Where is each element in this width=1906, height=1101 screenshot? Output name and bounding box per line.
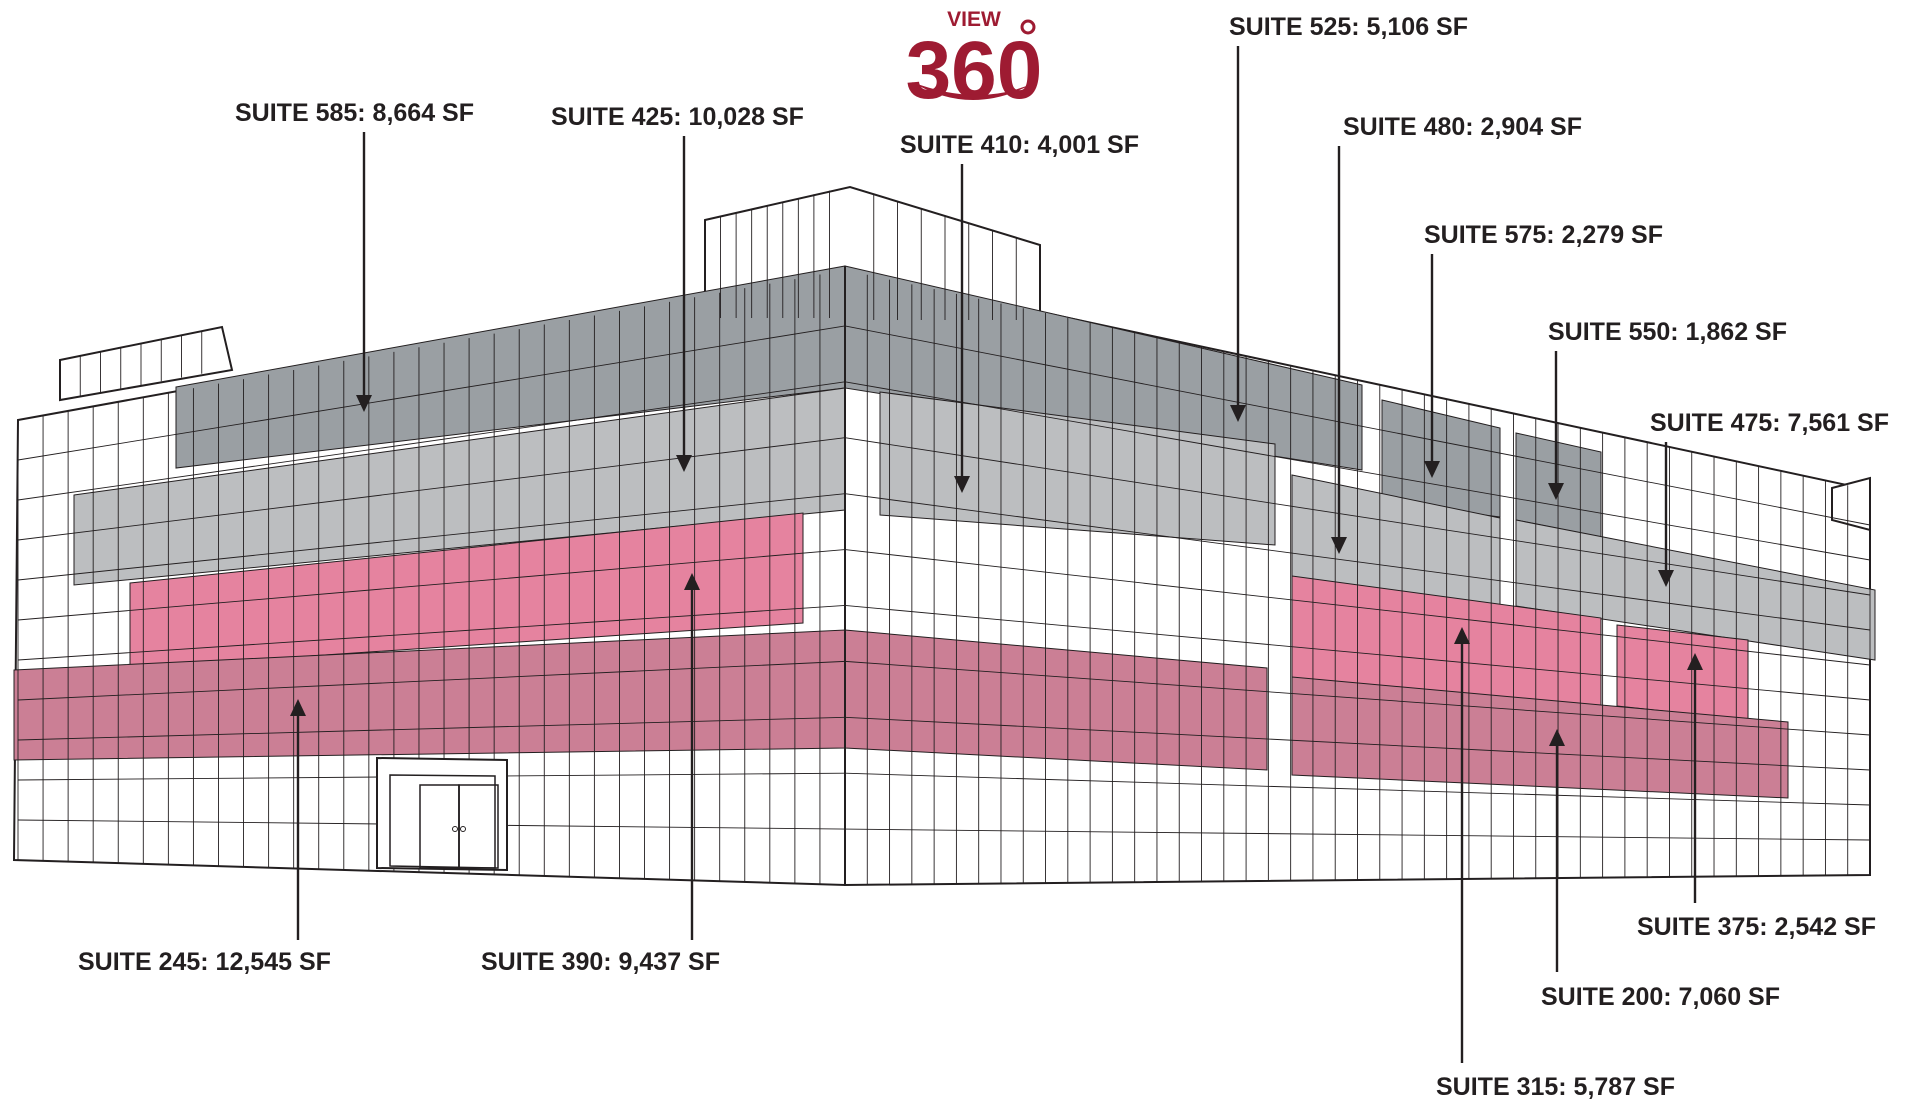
suite-label-390: SUITE 390: 9,437 SF xyxy=(481,948,720,976)
right-parapet xyxy=(1831,476,1871,532)
suite-label-575: SUITE 575: 2,279 SF xyxy=(1424,221,1663,249)
door-handle-right xyxy=(460,826,466,832)
grid-line xyxy=(844,660,1871,736)
suite-label-245: SUITE 245: 12,545 SF xyxy=(78,948,331,976)
suite-label-480: SUITE 480: 2,904 SF xyxy=(1343,113,1582,141)
entrance-inner-frame xyxy=(389,774,496,869)
suite-arrowhead-375 xyxy=(1687,653,1703,670)
entrance[interactable] xyxy=(376,756,508,872)
suite-arrowhead-550 xyxy=(1548,483,1564,500)
badge-degree-icon xyxy=(1020,19,1036,35)
grid-line xyxy=(844,716,1871,771)
suite-475-area[interactable] xyxy=(1515,519,1876,661)
suite-arrowhead-245 xyxy=(290,699,306,716)
suite-arrowhead-390 xyxy=(684,573,700,590)
suite-arrowhead-525 xyxy=(1230,405,1246,422)
grid-line xyxy=(844,772,1871,806)
door-handle-left xyxy=(452,826,458,832)
suite-arrowhead-200 xyxy=(1549,729,1565,746)
suite-label-425: SUITE 425: 10,028 SF xyxy=(551,103,804,131)
grid-line xyxy=(844,549,1871,666)
suite-label-315: SUITE 315: 5,787 SF xyxy=(1436,1073,1675,1101)
grid-line xyxy=(17,660,846,701)
badge-360-text: 360 xyxy=(906,25,1043,116)
suite-label-550: SUITE 550: 1,862 SF xyxy=(1548,318,1787,346)
suite-label-410: SUITE 410: 4,001 SF xyxy=(900,131,1139,159)
suite-200-area[interactable] xyxy=(1291,676,1789,799)
grid-line xyxy=(844,437,1871,596)
window-grid xyxy=(17,190,1871,885)
grid-line xyxy=(17,437,846,541)
suite-arrowhead-315 xyxy=(1454,627,1470,644)
suite-label-200: SUITE 200: 7,060 SF xyxy=(1541,983,1780,1011)
suite-375-area[interactable] xyxy=(1616,624,1749,721)
grid-line xyxy=(844,381,1871,561)
suite-label-475: SUITE 475: 7,561 SF xyxy=(1650,409,1889,437)
suite-arrowhead-480 xyxy=(1331,537,1347,554)
suite-390-area[interactable] xyxy=(129,512,804,669)
grid-line xyxy=(17,381,846,501)
grid-line xyxy=(17,493,846,581)
suite-label-585: SUITE 585: 8,664 SF xyxy=(235,99,474,127)
grid-line xyxy=(844,493,1871,631)
suite-callouts: SUITE 585: 8,664 SF SUITE 425: 10,028 SF… xyxy=(78,13,1889,1101)
grid-line xyxy=(17,549,846,621)
door-right xyxy=(458,784,499,869)
suite-arrowhead-585 xyxy=(356,395,372,412)
badge-view-text: VIEW xyxy=(947,8,1001,31)
grid-line xyxy=(17,325,846,461)
suite-arrowhead-410 xyxy=(954,476,970,493)
grid-line xyxy=(844,605,1871,701)
grid-line xyxy=(17,605,846,661)
suite-label-525: SUITE 525: 5,106 SF xyxy=(1229,13,1468,41)
left-parapet xyxy=(59,325,234,402)
suite-arrowhead-575 xyxy=(1424,461,1440,478)
suite-575-area[interactable] xyxy=(1381,399,1501,518)
suite-label-375: SUITE 375: 2,542 SF xyxy=(1637,913,1876,941)
grid-line xyxy=(844,828,1871,841)
grid-line xyxy=(17,716,846,741)
badge-swoosh-icon xyxy=(912,82,1036,100)
suite-arrowhead-475 xyxy=(1658,570,1674,587)
grid-line xyxy=(844,325,1871,526)
suite-arrowhead-425 xyxy=(676,455,692,472)
view-360-badge[interactable]: VIEW 360 xyxy=(906,8,1043,116)
